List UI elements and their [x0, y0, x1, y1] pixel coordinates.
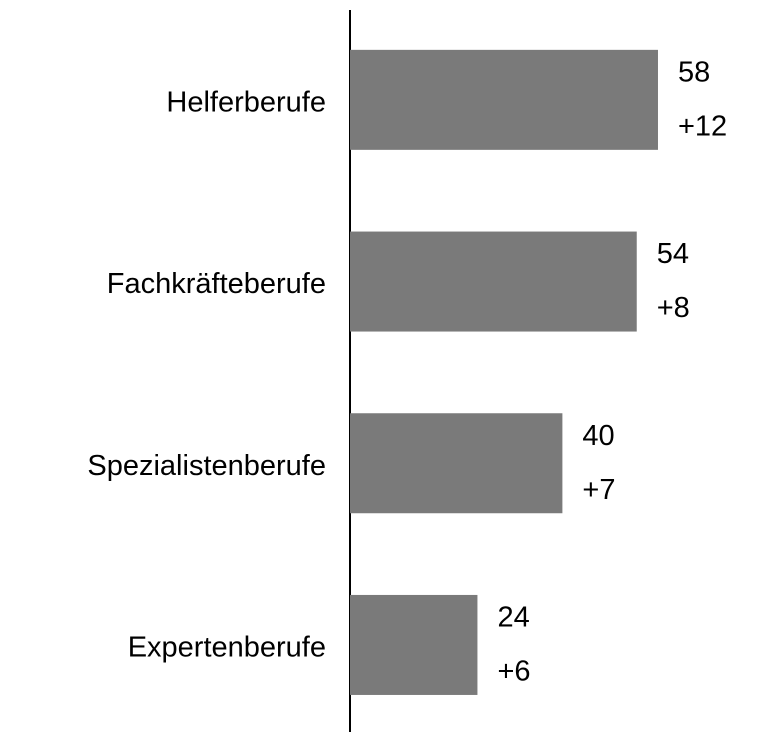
category-label: Fachkräfteberufe	[107, 268, 326, 300]
change-label: +7	[582, 474, 615, 506]
category-label: Helferberufe	[166, 87, 326, 119]
bar	[350, 413, 563, 514]
value-label: 40	[582, 420, 614, 452]
value-label: 24	[497, 602, 529, 634]
value-label: 58	[678, 57, 710, 89]
change-label: +12	[678, 111, 727, 143]
bar	[350, 231, 637, 332]
bar	[350, 49, 658, 150]
change-label: +6	[497, 656, 530, 688]
value-label: 54	[657, 238, 689, 270]
bar	[350, 594, 478, 695]
category-label: Expertenberufe	[128, 632, 326, 664]
change-label: +8	[657, 292, 690, 324]
category-label: Spezialistenberufe	[87, 450, 326, 482]
